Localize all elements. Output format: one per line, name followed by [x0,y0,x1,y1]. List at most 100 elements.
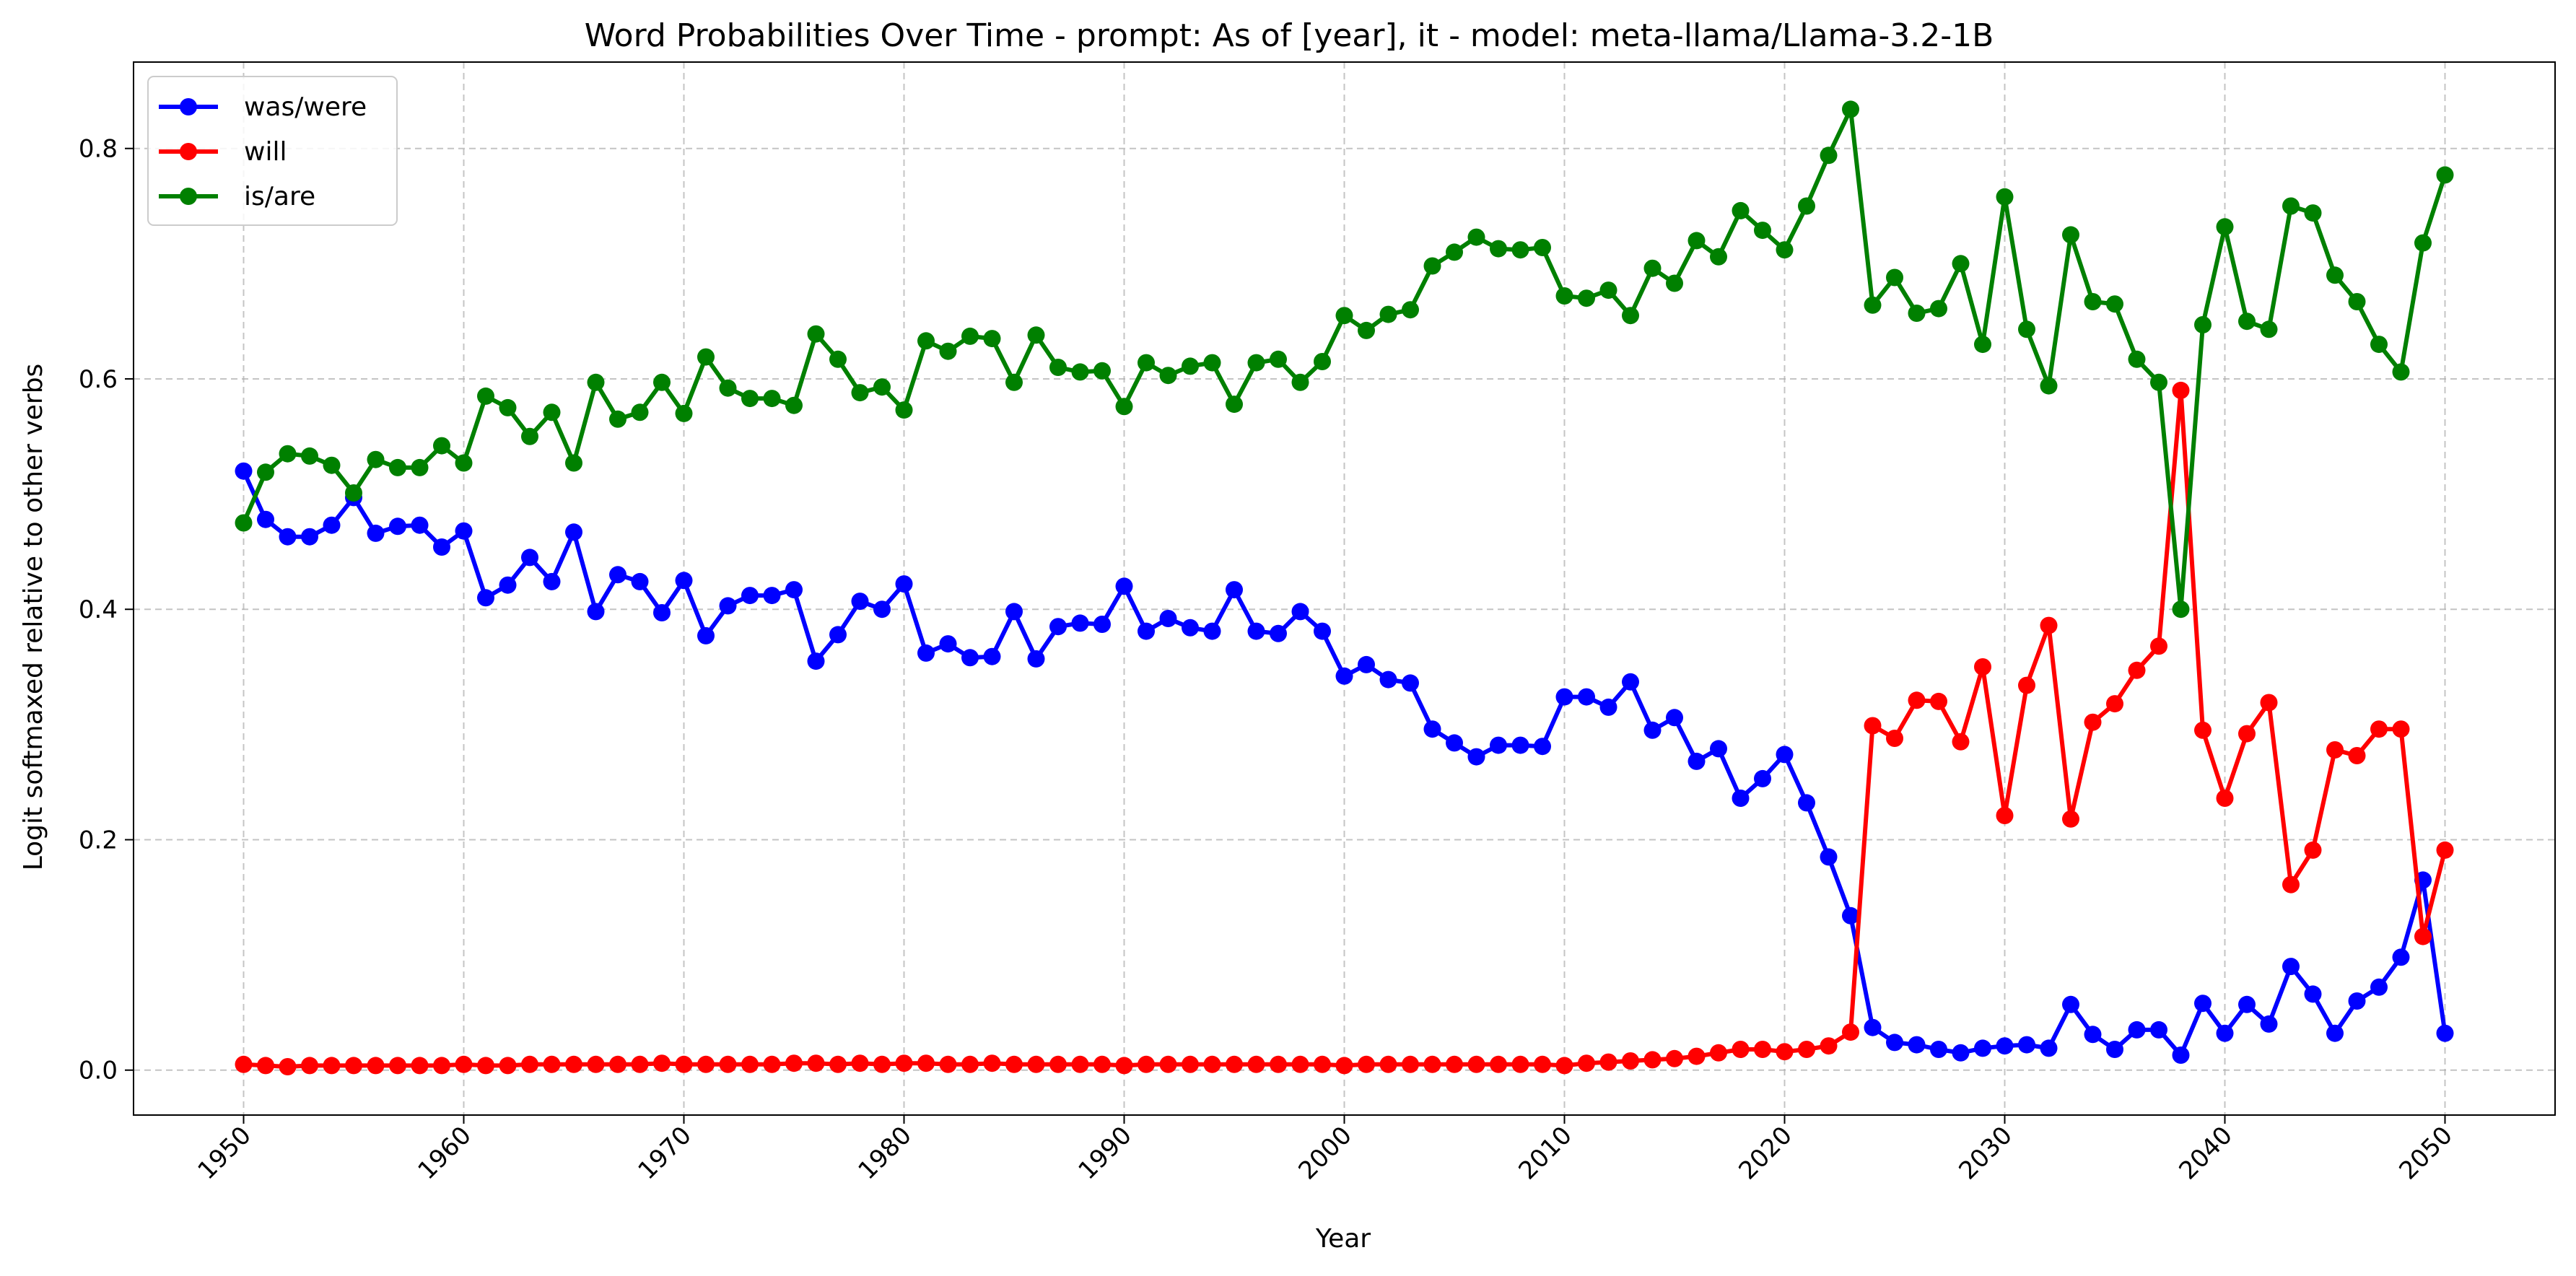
data-point [1688,232,1706,250]
data-point [279,1058,297,1075]
data-point [807,1054,825,1072]
data-point [1908,1036,1926,1054]
data-point [2062,810,2079,828]
data-point [543,1055,561,1073]
data-point [1578,688,1595,706]
data-point [895,575,913,593]
data-point [2304,841,2322,859]
data-point [2106,295,2123,313]
data-point [1643,721,1662,739]
data-point [2084,293,2102,310]
data-point [2260,1015,2278,1033]
data-point [2128,350,2146,368]
data-point [1270,624,1287,642]
data-point [1402,301,1419,319]
data-point [1270,350,1287,368]
data-point [1335,1057,1353,1075]
data-point [1974,1039,1991,1057]
data-point [499,398,517,416]
data-point [2216,790,2234,807]
data-point [2348,992,2366,1010]
data-point [1952,255,1970,273]
data-point [1599,698,1617,716]
data-point [1446,1055,1463,1073]
data-point [2326,741,2344,759]
series-was-were [235,462,2454,1064]
data-point [1071,614,1089,632]
data-point [1555,688,1573,706]
data-point [521,1055,538,1073]
data-point [1446,734,1463,752]
data-point [2062,995,2079,1013]
data-point [301,1057,318,1075]
data-point [851,593,869,611]
y-axis-ticks: 0.0 0.2 0.4 0.6 0.8 [79,135,134,1085]
data-point [1159,610,1177,627]
data-point [983,330,1001,348]
data-point [543,572,561,590]
data-point [1226,396,1243,414]
data-point [697,348,715,366]
chart-title: Word Probabilities Over Time - prompt: A… [585,17,1994,54]
data-point [1093,1055,1111,1073]
data-point [1138,1055,1155,1073]
data-point [389,517,406,536]
data-point [631,403,649,421]
data-point [1578,289,1595,307]
data-point [1379,305,1397,323]
data-point [1005,603,1023,621]
data-point [1423,1055,1441,1073]
data-point [1776,746,1794,764]
data-point [1798,1041,1815,1058]
data-point [1071,1055,1089,1073]
data-point [763,390,781,408]
data-point [1798,197,1815,215]
data-point [1270,1055,1287,1073]
data-point [2370,978,2388,996]
data-point [367,524,385,542]
data-point [1996,1037,2014,1055]
data-point [411,458,429,476]
data-point [1159,1055,1177,1073]
data-point [653,1054,671,1072]
data-point [1930,300,1947,318]
data-point [1534,239,1551,256]
data-point [1049,1055,1067,1073]
data-point [2106,1041,2123,1058]
data-point [2084,1026,2102,1044]
data-point [1820,1037,1838,1055]
data-point [1138,354,1155,372]
data-point [807,652,825,670]
data-point [1467,1055,1485,1073]
data-point [807,325,825,343]
data-point [1842,906,1859,925]
data-point [565,523,582,541]
data-point [917,644,935,662]
data-point [2040,1039,2058,1057]
data-point [2414,927,2432,945]
data-point [1490,240,1507,258]
data-point [2018,676,2035,694]
data-point [961,327,979,345]
data-point [1688,1047,1706,1065]
data-point [741,587,759,605]
data-point [2238,995,2256,1013]
data-point [2326,266,2344,284]
data-point [1666,709,1683,727]
data-point [1115,577,1133,595]
data-point [2392,948,2410,966]
data-point [2392,720,2410,738]
data-point [1864,1018,1882,1036]
data-point [323,1057,341,1075]
data-point [1534,738,1551,756]
data-point [279,445,297,463]
data-point [301,528,318,546]
data-point [917,1054,935,1072]
data-point [1908,305,1926,322]
data-point [1182,1055,1199,1073]
data-point [1203,354,1221,372]
data-point [1798,794,1815,812]
legend-marker [180,98,197,115]
data-point [2106,695,2123,713]
